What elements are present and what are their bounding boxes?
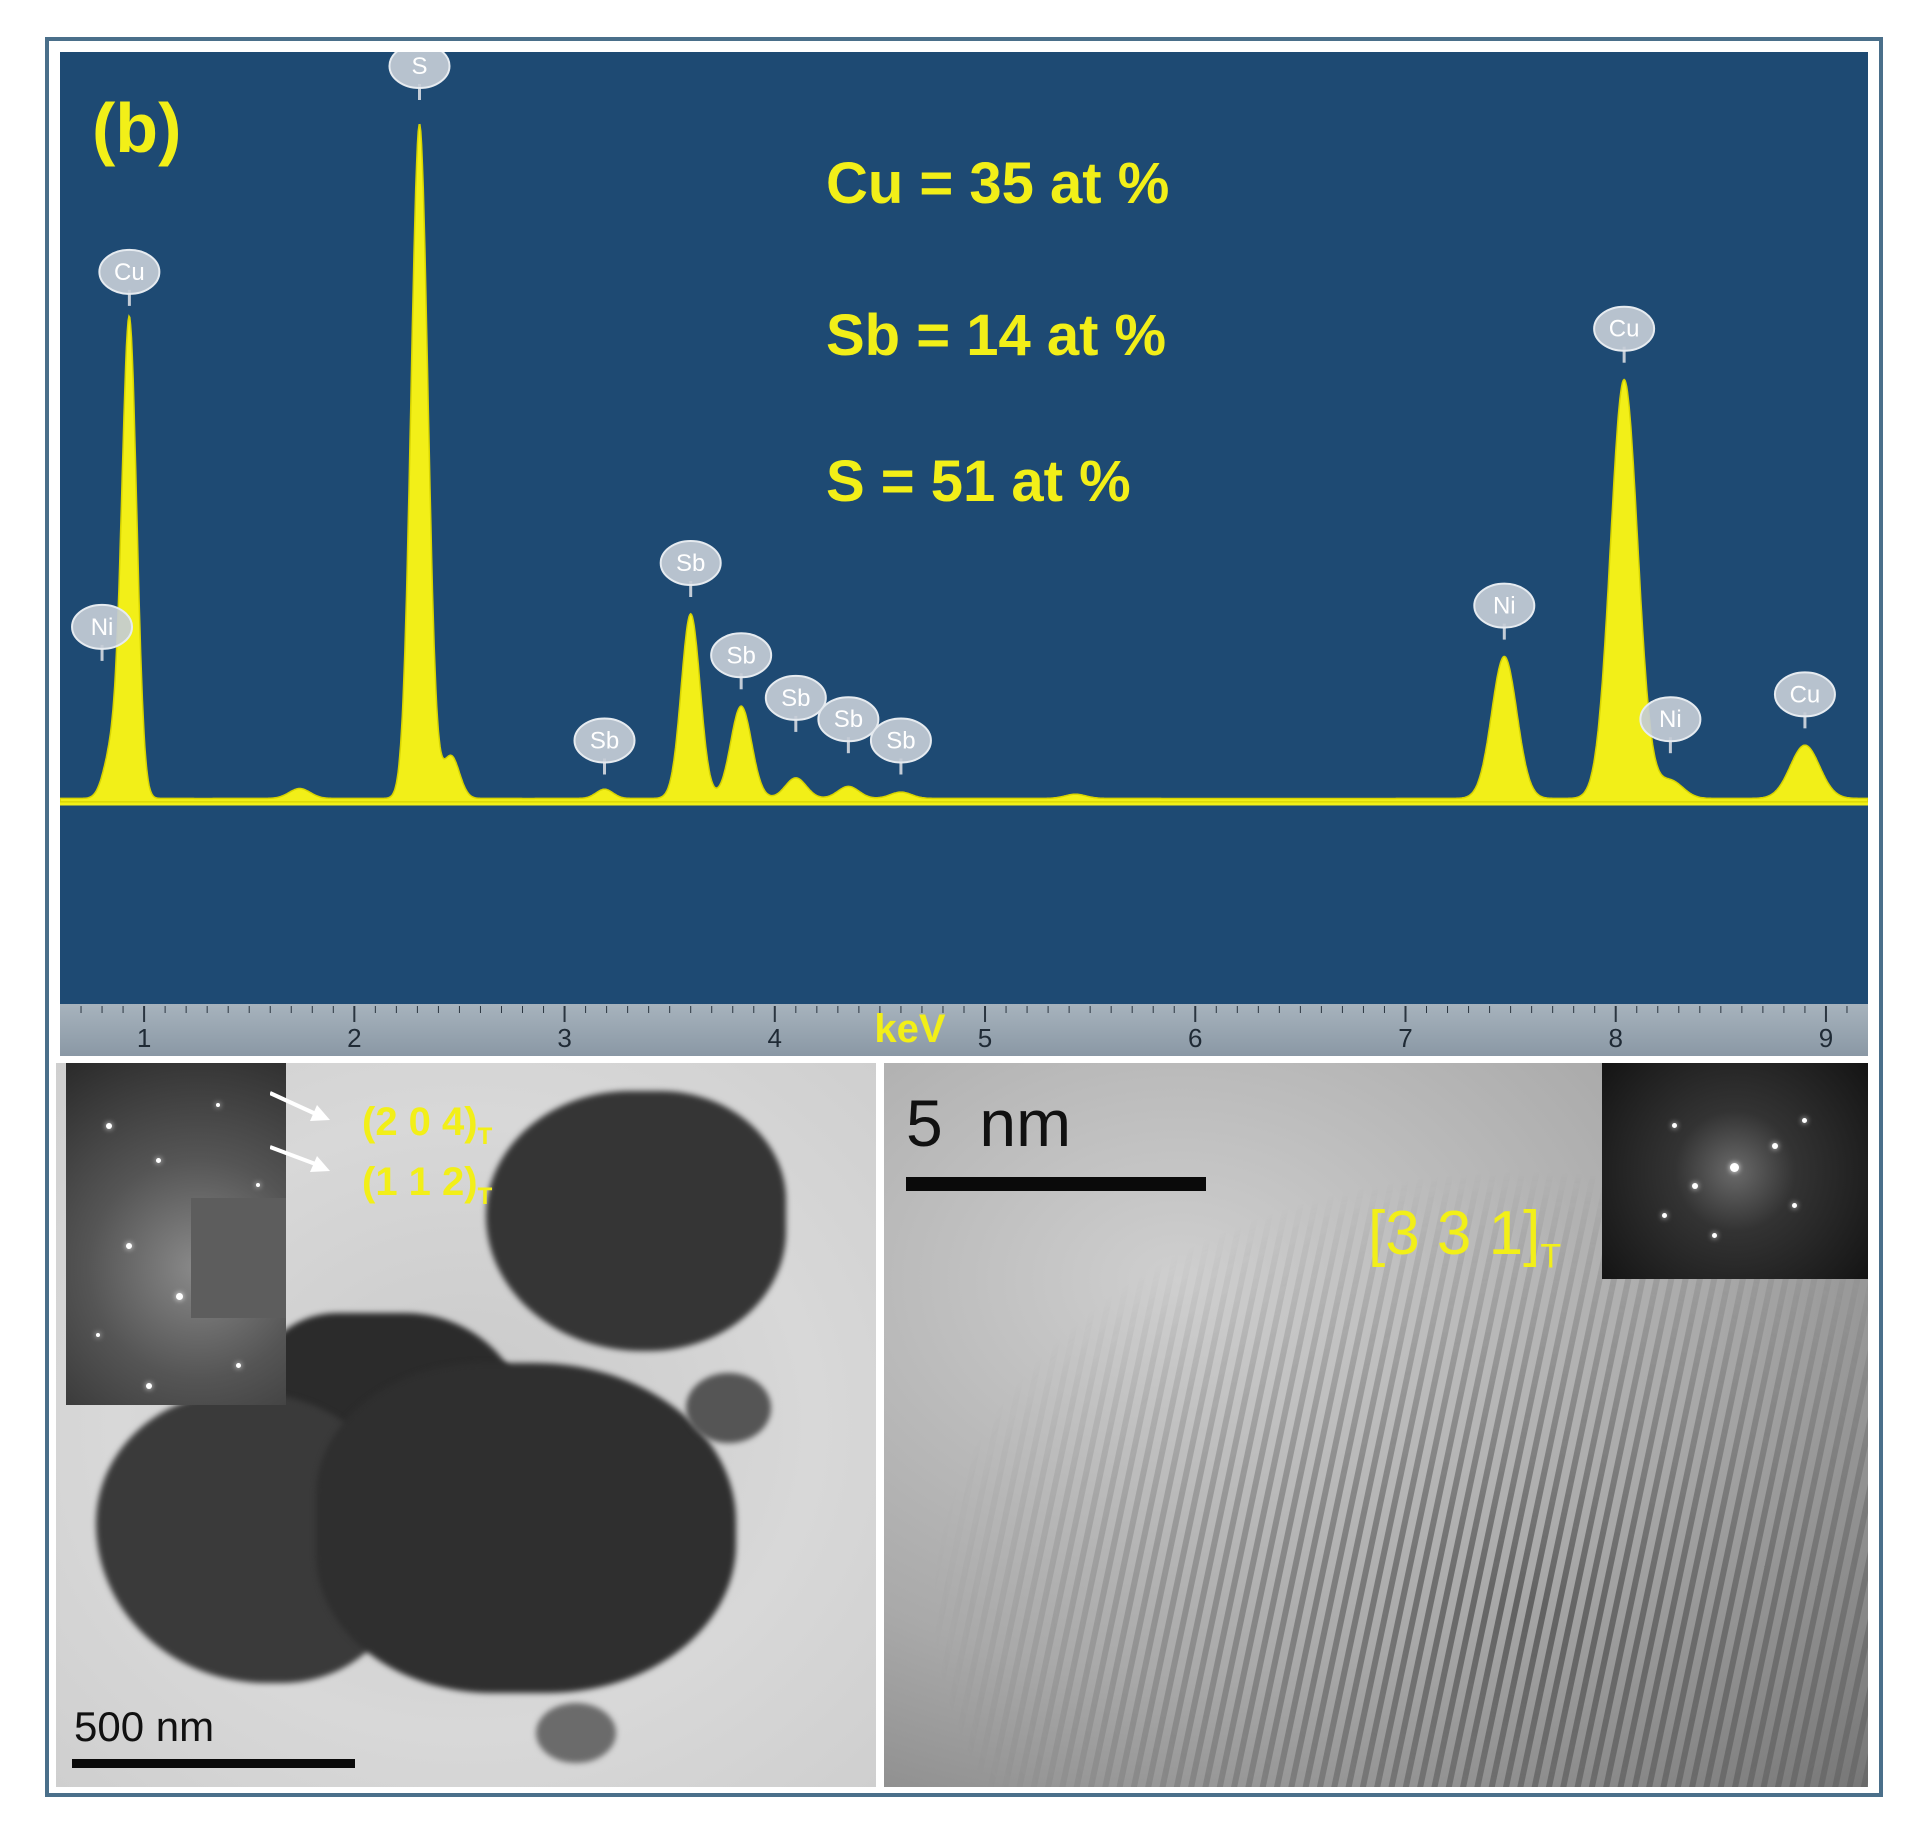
marker-bubble (1773, 671, 1836, 718)
arrow-head-204 (310, 1105, 330, 1121)
scale-bar (72, 1759, 355, 1768)
diffraction-spot (1802, 1118, 1807, 1123)
diffraction-spot (236, 1363, 241, 1368)
diffraction-spot (1772, 1143, 1778, 1149)
diffraction-spot (176, 1293, 183, 1300)
diffraction-spot (126, 1243, 132, 1249)
diffraction-spot (1730, 1163, 1739, 1172)
saed-label-112: (1 1 2)T (362, 1160, 493, 1210)
marker-label: Sb (781, 685, 810, 712)
x-axis-ticks: 1 2 3 4 5 6 7 8 9 (80, 1006, 1848, 1053)
diffraction-spot (106, 1123, 112, 1129)
diffraction-spot (146, 1383, 152, 1389)
marker-bubble (764, 674, 827, 721)
peak-marker-ni: Ni (1473, 582, 1536, 640)
marker-label: Sb (886, 728, 915, 755)
x-tick-label: 8 (1608, 1023, 1622, 1053)
peak-marker-sb: Sb (764, 674, 827, 732)
peak-marker-cu: Cu (1773, 671, 1836, 729)
peak-markers: Ni Cu S Sb Sb Sb Sb Sb Sb Ni Cu Ni Cu (71, 52, 1836, 775)
peak-marker-sb: Sb (710, 632, 773, 690)
scale-bar-label: 500 nm (74, 1703, 215, 1750)
peak-marker-sb: Sb (817, 696, 880, 754)
diffraction-spot (1672, 1123, 1677, 1128)
marker-bubble (659, 540, 722, 586)
arrow-head-112 (310, 1156, 330, 1172)
diffraction-spot (96, 1333, 100, 1337)
diffraction-spot (156, 1158, 161, 1163)
x-tick-label: 1 (137, 1023, 151, 1053)
particle (486, 1091, 786, 1351)
marker-label: Ni (91, 614, 114, 641)
marker-label: Ni (1493, 593, 1516, 620)
diffraction-spot (1792, 1203, 1797, 1208)
peak-marker-cu: Cu (98, 248, 161, 306)
tem-image: 500 nm (56, 1063, 876, 1787)
diffraction-spot (1712, 1233, 1717, 1238)
fft-inset (1602, 1063, 1868, 1279)
peak-marker-ni: Ni (71, 603, 134, 661)
marker-label: Cu (1790, 681, 1821, 708)
zone-axis-label: [3 3 1]T (1368, 1199, 1562, 1276)
x-tick-label: 6 (1188, 1023, 1202, 1053)
peak-marker-s: S (388, 52, 451, 100)
peak-marker-ni: Ni (1639, 696, 1702, 754)
scale-bar-label: 5 nm (906, 1086, 1072, 1160)
marker-label: Cu (1609, 316, 1640, 343)
saed-label-204: (2 0 4)T (362, 1100, 493, 1150)
x-tick-label: 5 (978, 1023, 992, 1053)
marker-label: S (411, 53, 427, 80)
arrow-204 (270, 1091, 319, 1117)
composition-sb: Sb = 14 at % (826, 303, 1167, 368)
diffraction-spot (256, 1183, 260, 1187)
marker-label: Ni (1659, 706, 1682, 733)
peak-marker-sb: Sb (659, 540, 722, 597)
diffraction-spot (1692, 1183, 1698, 1189)
marker-label: Sb (726, 642, 755, 669)
x-axis-label: keV (874, 1007, 945, 1051)
spectrum-area (60, 123, 1868, 803)
saed-arrows (270, 1091, 330, 1172)
marker-label: Sb (590, 728, 619, 755)
composition-cu: Cu = 35 at % (826, 151, 1170, 216)
diffraction-spot (216, 1103, 220, 1107)
hrtem-image: 5 nm (884, 1063, 1868, 1787)
marker-label: Sb (676, 550, 705, 577)
diffraction-spot (1662, 1213, 1667, 1218)
x-tick-label: 2 (347, 1023, 361, 1053)
eds-spectrum-chart: 1 2 3 4 5 6 7 8 9 Ni Cu S Sb Sb Sb Sb Sb Sb Ni Cu Ni Cu keV (60, 52, 1868, 1053)
peak-marker-cu: Cu (1593, 305, 1656, 363)
marker-bubble (98, 248, 161, 295)
x-tick-label: 7 (1398, 1023, 1412, 1053)
particle (686, 1373, 771, 1443)
x-tick-label: 3 (557, 1023, 571, 1053)
marker-label: Cu (114, 259, 145, 286)
scale-bar (906, 1177, 1206, 1191)
marker-bubble (573, 717, 636, 764)
particle (536, 1703, 616, 1763)
x-tick-label: 9 (1819, 1023, 1833, 1053)
marker-label: Sb (834, 706, 863, 733)
marker-bubble (710, 632, 773, 679)
marker-bubble (869, 717, 932, 764)
saed-inset-detail (191, 1198, 286, 1318)
marker-bubble (1473, 582, 1536, 629)
panel-label: (b) (92, 89, 182, 167)
peak-marker-sb: Sb (573, 717, 636, 775)
arrow-112 (270, 1145, 319, 1167)
marker-bubble (1639, 696, 1702, 743)
marker-bubble (817, 696, 880, 743)
peak-marker-sb: Sb (869, 717, 932, 775)
eds-panel (60, 52, 1868, 1004)
marker-bubble (388, 52, 451, 89)
particle (316, 1363, 736, 1693)
x-tick-label: 4 (768, 1023, 782, 1053)
marker-bubble (71, 603, 134, 650)
composition-s: S = 51 at % (826, 449, 1131, 514)
marker-bubble (1593, 305, 1656, 352)
